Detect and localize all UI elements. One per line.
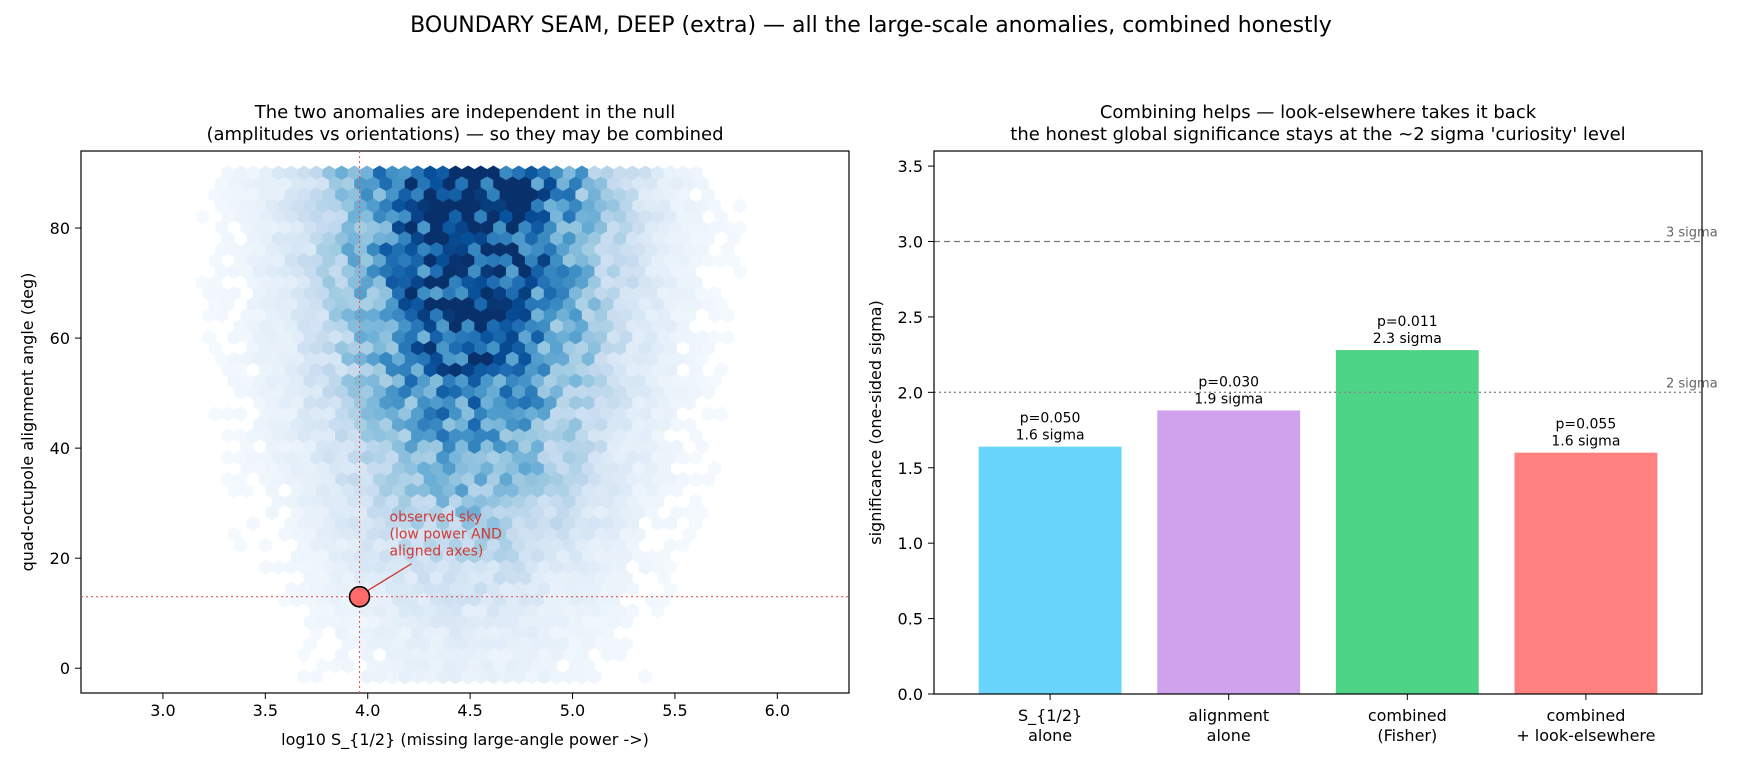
hexbin-x-tick-label: 6.0: [765, 701, 790, 720]
hexbin-y-axis-label: quad-octupole alignment angle (deg): [18, 273, 37, 572]
bar-category-label: + look-elsewhere: [1516, 726, 1655, 745]
bar-category-label: S_{1/2}: [1018, 706, 1082, 726]
bar-value-label: 2.3 sigma: [1373, 331, 1442, 347]
hexbin-cell: [651, 603, 665, 619]
hexbin-cell: [701, 406, 715, 422]
hexbin-cell: [619, 614, 633, 630]
observed-annotation-line: aligned axes): [390, 544, 484, 560]
hexbin-x-tick-label: 4.0: [355, 701, 380, 720]
reference-line-label: 2 sigma: [1666, 376, 1718, 391]
bar-category-label: (Fisher): [1377, 726, 1437, 745]
hexbin-title-line2: (amplitudes vs orientations) — so they m…: [206, 124, 723, 145]
hexbin-cell: [208, 406, 222, 422]
hexbin-cell: [682, 395, 696, 411]
hexbin-x-tick-label: 5.5: [662, 701, 687, 720]
observed-annotation-line: observed sky: [390, 510, 483, 526]
hexbin-cell: [676, 537, 690, 553]
bar-y-tick-label: 0.0: [898, 685, 923, 704]
hexbin-axes-frame: [80, 150, 850, 694]
bar: [978, 446, 1122, 694]
bar-y-tick-label: 1.5: [898, 459, 923, 478]
hexbin-cell: [701, 472, 715, 488]
hexbin-cell: [221, 406, 235, 422]
hexbin-cell: [720, 329, 734, 345]
hexbin-cell: [588, 669, 602, 685]
hexbin-x-tick-label: 4.5: [457, 701, 482, 720]
hexbin-y-tick-label: 80: [50, 219, 70, 238]
hexbin-cell: [297, 669, 311, 685]
bar-category-label: combined: [1546, 706, 1625, 725]
bar-axes-frame: [933, 150, 1703, 695]
hexbin-y-tick-label: 40: [50, 439, 70, 458]
hexbin-x-tick-label: 5.0: [560, 701, 585, 720]
hexbin-cell: [733, 198, 747, 214]
hexbin-cell: [233, 537, 248, 553]
bar-value-label: p=0.050: [1020, 411, 1081, 427]
hexbin-cell: [670, 483, 684, 499]
hexbin-cells: [196, 165, 747, 685]
bar-value-label: p=0.011: [1377, 314, 1438, 330]
bar-title-line1: Combining helps — look-elsewhere takes i…: [1100, 102, 1537, 123]
bar-y-tick-label: 1.0: [898, 534, 923, 553]
reference-line-label: 3 sigma: [1666, 226, 1718, 241]
hexbin-cell: [246, 515, 260, 531]
hexbin-cell: [720, 307, 734, 323]
bar-category-label: alone: [1028, 726, 1072, 745]
hexbin-cell: [259, 559, 273, 575]
hexbin-cell: [689, 450, 703, 466]
hexbin-cell: [221, 450, 235, 466]
hexbin-cell: [196, 209, 210, 225]
hexbin-cell: [613, 647, 627, 663]
bar: [1514, 452, 1658, 694]
bar-title-line2: the honest global significance stays at …: [1010, 124, 1625, 145]
bar-category-label: alignment: [1188, 706, 1269, 725]
bar-value-label: 1.9 sigma: [1194, 391, 1263, 407]
bar-category-label: alone: [1207, 726, 1251, 745]
hexbin-y-tick-label: 60: [50, 329, 70, 348]
bar-value-label: 1.6 sigma: [1016, 428, 1085, 444]
hexbin-cell: [689, 472, 703, 488]
hexbin-cell: [714, 406, 728, 422]
hexbin-cell: [215, 307, 229, 323]
bar-y-tick-label: 2.5: [898, 308, 923, 327]
observed-annotation-arrow: [367, 563, 412, 592]
hexbin-cell: [701, 384, 715, 400]
hexbin-cell: [663, 515, 677, 531]
hexbin-cell: [259, 537, 273, 553]
hexbin-cell: [733, 264, 747, 280]
figure-suptitle: BOUNDARY SEAM, DEEP (extra) — all the la…: [410, 13, 1332, 38]
bar-y-tick-label: 2.0: [898, 383, 923, 402]
hexbin-title-line1: The two anomalies are independent in the…: [254, 102, 675, 123]
bar-category-label: combined: [1368, 706, 1447, 725]
hexbin-cell: [233, 406, 248, 422]
hexbin-cell: [341, 658, 355, 674]
bar-y-axis-label: significance (one-sided sigma): [866, 300, 885, 544]
hexbin-cell: [272, 559, 285, 575]
bar: [1335, 350, 1479, 694]
hexbin-cell: [309, 669, 323, 685]
bar-y-tick-label: 0.5: [898, 610, 923, 629]
bar-y-tick-label: 3.5: [898, 157, 923, 176]
hexbin-cell: [221, 428, 235, 444]
observed-annotation-line: (low power AND: [390, 527, 502, 543]
hexbin-x-tick-label: 3.0: [150, 701, 175, 720]
hexbin-cell: [297, 647, 311, 663]
hexbin-panel: The two anomalies are independent in the…: [18, 102, 850, 750]
hexbin-cell: [265, 504, 279, 521]
bar-value-label: 1.6 sigma: [1551, 434, 1620, 450]
observed-sky-marker: [348, 585, 371, 608]
bar: [1157, 410, 1301, 694]
hexbin-cell: [638, 669, 652, 685]
hexbin-cell: [240, 483, 254, 499]
hexbin-x-axis-label: log10 S_{1/2} (missing large-angle power…: [281, 730, 649, 750]
bar-panel: Combining helps — look-elsewhere takes i…: [866, 102, 1718, 745]
bar-value-label: p=0.030: [1198, 374, 1259, 390]
hexbin-y-tick-label: 20: [50, 549, 70, 568]
hexbin-x-tick-label: 3.5: [253, 701, 278, 720]
hexbin-y-tick-label: 0: [60, 659, 70, 678]
bar-value-label: p=0.055: [1556, 417, 1617, 433]
bar-y-tick-label: 3.0: [898, 233, 923, 252]
